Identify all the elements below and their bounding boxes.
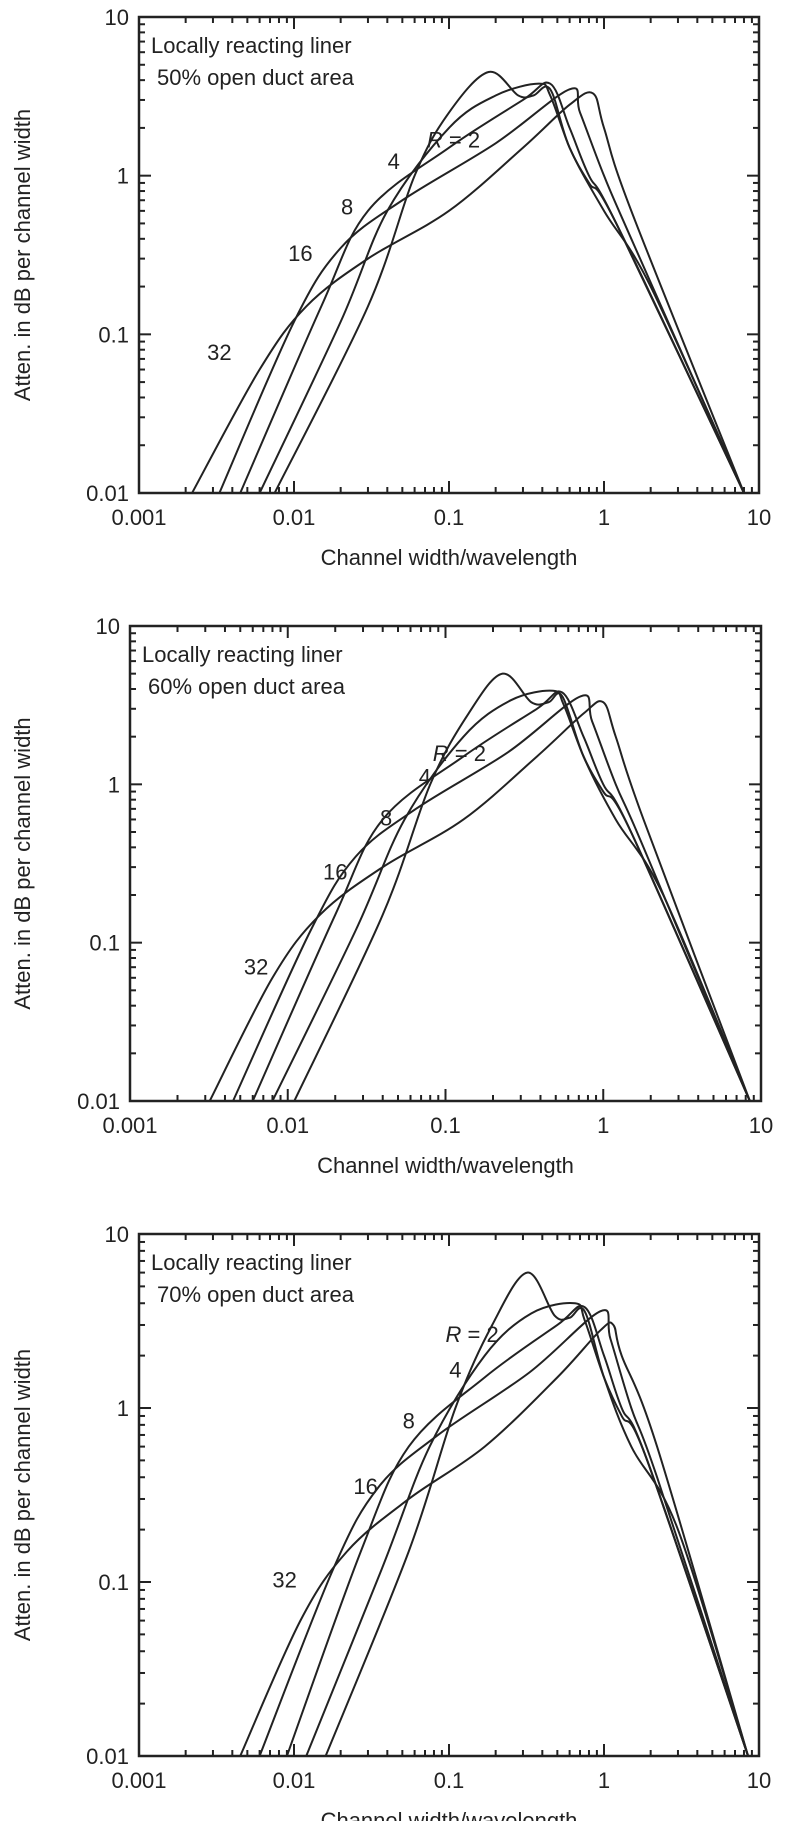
curve-label-text: 4: [419, 764, 431, 789]
curve-label: 8: [403, 1409, 415, 1434]
curve-label: 8: [341, 194, 353, 219]
curve-label-prefix: R: [446, 1322, 462, 1347]
curve-label-text: = 2: [449, 741, 486, 766]
curve-label-text: 16: [353, 1474, 377, 1499]
series-line-32: [239, 1321, 750, 1757]
x-tick-label: 0.1: [430, 1113, 461, 1138]
curve-label: 8: [380, 805, 392, 830]
x-tick-label: 10: [749, 1113, 773, 1138]
curve-label-text: 32: [207, 340, 231, 365]
series-line-4: [258, 82, 745, 494]
x-tick-label: 10: [747, 1768, 771, 1793]
curve-label-text: 4: [449, 1357, 461, 1382]
curve-label-text: = 2: [443, 128, 480, 153]
curve-label-text: 8: [403, 1409, 415, 1434]
y-tick-label: 0.01: [77, 1089, 120, 1114]
x-axis-label: Channel width/wavelength: [321, 1808, 578, 1821]
plot-frame: [137, 1232, 761, 1758]
y-tick-label: 1: [108, 772, 120, 797]
y-tick-label: 0.1: [98, 1570, 129, 1595]
x-axis-label: Channel width/wavelength: [317, 1153, 574, 1178]
curve-label-prefix: R: [427, 128, 443, 153]
curve-label: 4: [388, 149, 400, 174]
x-tick-label: 0.01: [273, 1768, 316, 1793]
curve-label-text: 16: [288, 241, 312, 266]
curve-label: 16: [353, 1474, 377, 1499]
x-tick-label: 0.1: [434, 505, 465, 530]
y-tick-label: 0.01: [86, 1744, 129, 1769]
series-line-32: [191, 91, 745, 494]
panel-title-line: Locally reacting liner: [142, 642, 343, 667]
y-axis-label: Atten. in dB per channel width: [10, 109, 35, 401]
x-tick-label: 0.001: [111, 1768, 166, 1793]
series-line-8: [239, 81, 745, 494]
curve-label-text: 16: [323, 860, 347, 885]
series-line-16: [232, 694, 751, 1102]
y-tick-label: 0.1: [89, 931, 120, 956]
curve-label-text: 4: [388, 149, 400, 174]
curve-label-text: 8: [380, 805, 392, 830]
curve-label-text: 32: [272, 1567, 296, 1592]
series-line-16: [258, 1309, 750, 1757]
series-line-8: [251, 690, 751, 1102]
panel-title-line: 50% open duct area: [157, 65, 355, 90]
panel-title-line: Locally reacting liner: [151, 33, 352, 58]
curve-label: 4: [419, 764, 431, 789]
x-tick-label: 0.001: [102, 1113, 157, 1138]
x-tick-label: 0.001: [111, 505, 166, 530]
curve-label-text: 32: [244, 954, 268, 979]
curve-label: 16: [323, 860, 347, 885]
y-tick-label: 0.1: [98, 322, 129, 347]
curve-label: 32: [207, 340, 231, 365]
y-tick-label: 1: [117, 1396, 129, 1421]
curve-label-text: 8: [341, 194, 353, 219]
panel-title-line: Locally reacting liner: [151, 1250, 352, 1275]
x-tick-label: 0.01: [273, 505, 316, 530]
curve-label: R = 2: [427, 128, 480, 153]
panel-title-line: 60% open duct area: [148, 674, 346, 699]
curve-label: 32: [272, 1567, 296, 1592]
series-line-2: [273, 71, 745, 494]
x-tick-label: 1: [597, 1113, 609, 1138]
x-tick-label: 0.01: [266, 1113, 309, 1138]
curve-label-text: = 2: [461, 1322, 498, 1347]
y-axis-label: Atten. in dB per channel width: [10, 1349, 35, 1641]
series-line-16: [218, 87, 745, 494]
y-tick-label: 1: [117, 164, 129, 189]
series-line-2: [293, 672, 751, 1102]
y-tick-label: 0.01: [86, 481, 129, 506]
curve-label: 4: [449, 1357, 461, 1382]
curve-label-prefix: R: [433, 741, 449, 766]
panel-title-line: 70% open duct area: [157, 1282, 355, 1307]
curve-label: 16: [288, 241, 312, 266]
x-tick-label: 1: [598, 505, 610, 530]
series-line-32: [208, 700, 751, 1102]
curve-label: 32: [244, 954, 268, 979]
x-tick-label: 10: [747, 505, 771, 530]
x-axis-label: Channel width/wavelength: [321, 545, 578, 570]
y-tick-label: 10: [105, 1222, 129, 1247]
curve-label: R = 2: [433, 741, 486, 766]
x-tick-label: 0.1: [434, 1768, 465, 1793]
y-axis-label: Atten. in dB per channel width: [10, 717, 35, 1009]
x-tick-label: 1: [598, 1768, 610, 1793]
curve-label: R = 2: [446, 1322, 499, 1347]
y-tick-label: 10: [96, 614, 120, 639]
y-tick-label: 10: [105, 5, 129, 30]
